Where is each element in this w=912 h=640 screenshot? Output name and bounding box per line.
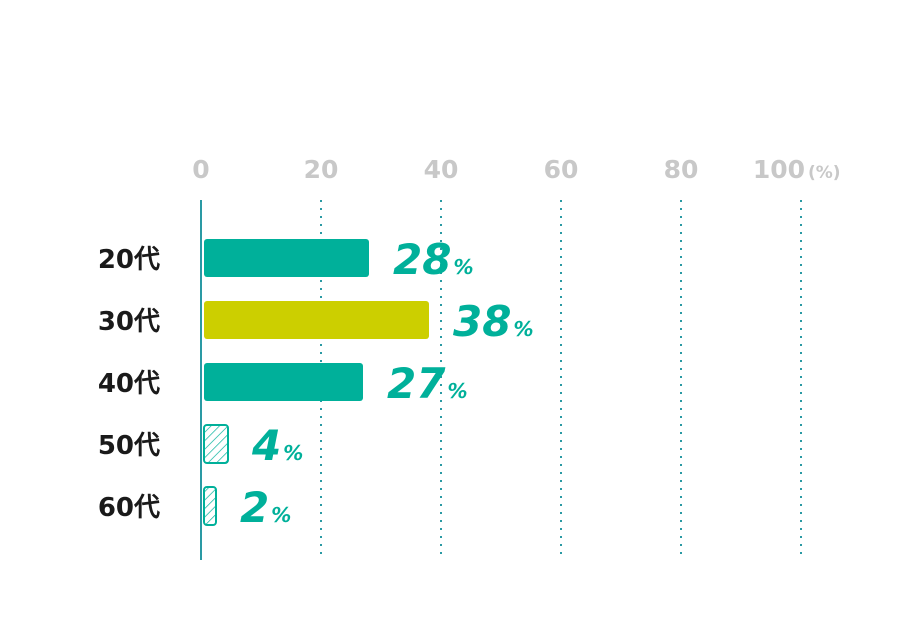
bar <box>204 363 363 401</box>
x-unit-label: (%) <box>808 163 841 183</box>
x-tick-label: 40 <box>424 155 459 184</box>
category-label: 40代 <box>98 369 160 399</box>
value-label: 28% <box>393 235 474 284</box>
value-label: 27% <box>387 359 468 408</box>
bar <box>204 301 429 339</box>
bar <box>203 486 217 526</box>
value-labels: 28 % 38 % 27 % 4 % 2% <box>240 235 534 532</box>
value-label: 38% <box>453 297 534 346</box>
category-label: 50代 <box>98 431 160 461</box>
x-axis-ticks: 0 20 40 60 80 100 (%) <box>192 155 840 184</box>
bar <box>204 239 369 277</box>
category-label: 30代 <box>98 307 160 337</box>
x-tick-label: 60 <box>544 155 579 184</box>
bars <box>203 239 429 526</box>
x-tick-label: 0 <box>192 155 209 184</box>
category-label: 60代 <box>98 493 160 523</box>
x-tick-label: 80 <box>664 155 699 184</box>
value-label: 4% <box>251 421 303 470</box>
category-label: 20代 <box>98 245 160 275</box>
x-tick-label: 20 <box>304 155 339 184</box>
bar <box>203 424 229 464</box>
x-tick-label: 100 <box>753 155 805 184</box>
category-labels: 20代 30代 40代 50代 60代 <box>98 245 160 523</box>
value-label: 2% <box>240 483 291 532</box>
